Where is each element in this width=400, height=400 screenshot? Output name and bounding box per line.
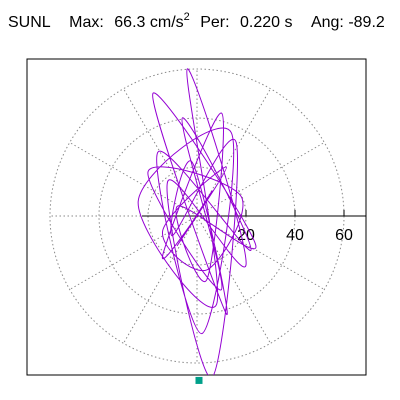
angle-value: -89.2 [348, 14, 385, 31]
max-value: 66.3 [114, 14, 146, 31]
grid-spoke [69, 142, 198, 217]
max-unit: cm/s [149, 14, 184, 31]
period-label: Per: [200, 14, 230, 31]
radial-tick-label: 60 [335, 227, 353, 244]
grid-spoke [196, 142, 325, 217]
angle-label: Ang: [310, 14, 344, 31]
station-name: SUNL [8, 14, 51, 31]
max-unit-superscript: 2 [183, 11, 190, 23]
max-marker [195, 376, 203, 384]
grid-spoke [123, 88, 198, 217]
grid-spoke [123, 215, 198, 344]
motion-trace [137, 68, 257, 375]
plot-frame [26, 58, 367, 376]
period-value: 0.220 s [240, 14, 293, 31]
series-line [137, 68, 257, 375]
grid-spoke [69, 215, 198, 290]
radial-tick-label: 40 [286, 227, 304, 244]
grid-spoke [196, 215, 271, 344]
max-label: Max: [69, 14, 104, 31]
chart-header: SUNL Max: 66.3 cm/s2 Per: 0.220 s Ang: -… [8, 11, 385, 38]
max-point-marker [195, 376, 203, 384]
